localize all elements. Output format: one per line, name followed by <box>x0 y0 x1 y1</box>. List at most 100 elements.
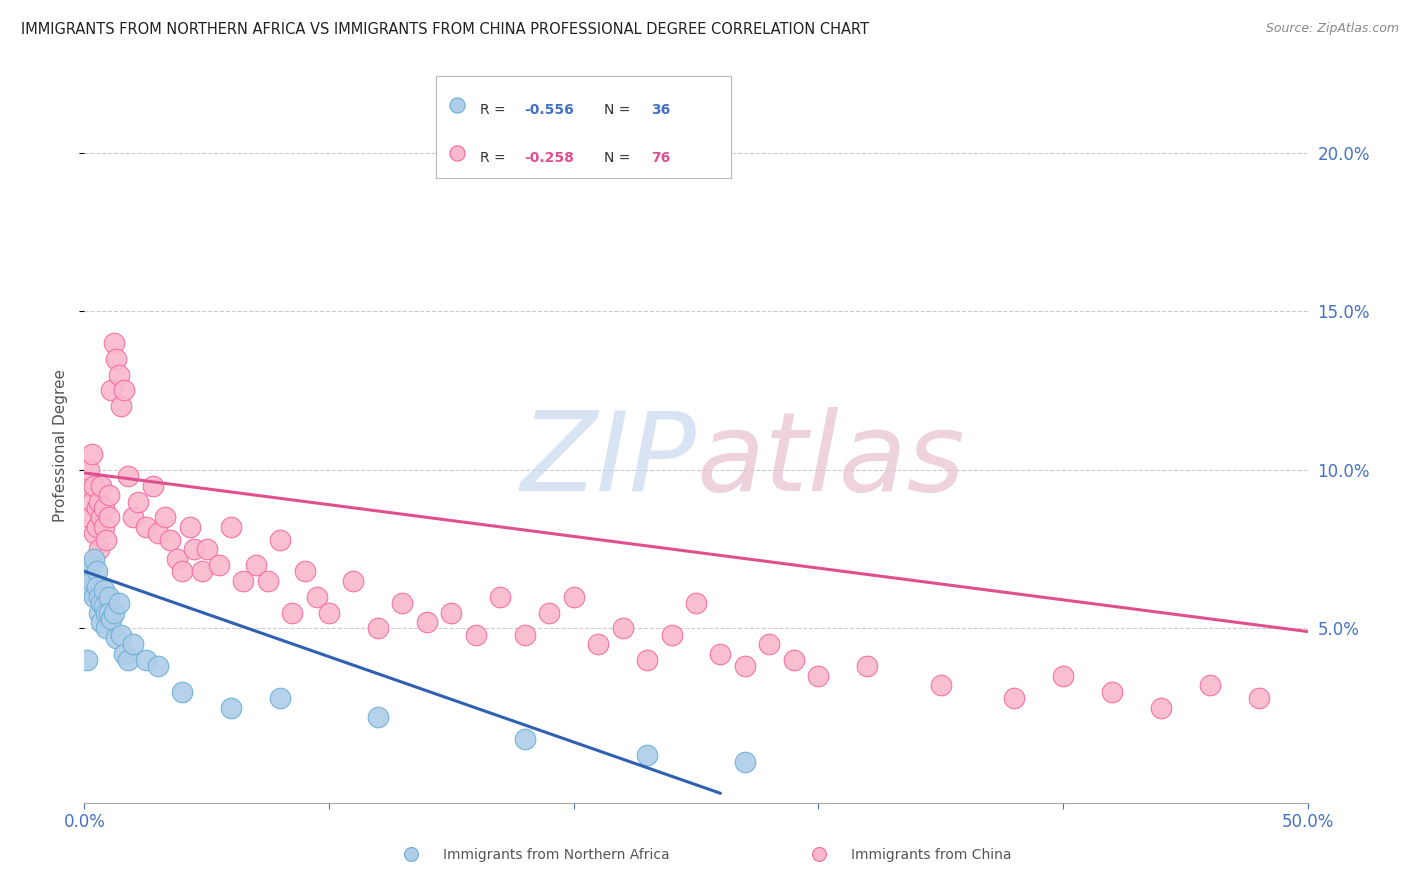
Text: N =: N = <box>605 103 636 117</box>
Point <box>93 599 115 614</box>
Point <box>636 653 658 667</box>
Text: -0.556: -0.556 <box>524 103 574 117</box>
Point <box>122 510 145 524</box>
Text: N =: N = <box>605 151 636 165</box>
Point <box>107 368 129 382</box>
Point <box>179 520 201 534</box>
Point <box>929 678 952 692</box>
Point <box>96 533 118 547</box>
Point <box>367 710 389 724</box>
Point <box>90 615 112 629</box>
Point <box>83 478 105 492</box>
Point <box>103 606 125 620</box>
Point <box>76 653 98 667</box>
Point <box>245 558 267 572</box>
Y-axis label: Professional Degree: Professional Degree <box>53 369 69 523</box>
Point <box>110 628 132 642</box>
Point <box>783 653 806 667</box>
Point <box>685 596 707 610</box>
Point <box>146 526 169 541</box>
Text: Immigrants from Northern Africa: Immigrants from Northern Africa <box>443 847 669 862</box>
Point <box>538 606 561 620</box>
Point <box>661 628 683 642</box>
Point <box>87 606 110 620</box>
Point <box>80 558 103 572</box>
Point <box>562 590 585 604</box>
Point <box>856 659 879 673</box>
Point <box>464 628 486 642</box>
Point <box>183 542 205 557</box>
Point <box>86 580 108 594</box>
Point <box>269 533 291 547</box>
Point <box>758 637 780 651</box>
Point <box>97 606 120 620</box>
Point <box>80 574 103 588</box>
Point <box>807 669 830 683</box>
Point <box>103 335 125 350</box>
Point <box>219 520 242 534</box>
Point <box>93 583 115 598</box>
Point <box>153 510 176 524</box>
Point <box>513 628 536 642</box>
Point <box>93 520 115 534</box>
Point <box>87 590 110 604</box>
Point <box>100 384 122 398</box>
Point <box>90 478 112 492</box>
Point <box>191 564 214 578</box>
Point <box>401 847 423 862</box>
Point <box>135 653 157 667</box>
Point <box>90 510 112 524</box>
Point <box>513 732 536 747</box>
Point <box>391 596 413 610</box>
Point <box>96 606 118 620</box>
Text: 36: 36 <box>651 103 671 117</box>
Point <box>489 590 512 604</box>
Text: Immigrants from China: Immigrants from China <box>851 847 1011 862</box>
Point <box>1101 685 1123 699</box>
Text: 76: 76 <box>651 151 671 165</box>
Point <box>219 700 242 714</box>
Point <box>446 145 468 160</box>
Point <box>294 564 316 578</box>
Point <box>269 691 291 706</box>
Point <box>122 637 145 651</box>
Point <box>1198 678 1220 692</box>
Point <box>90 596 112 610</box>
Text: R =: R = <box>481 103 510 117</box>
Text: R =: R = <box>481 151 510 165</box>
Point <box>96 621 118 635</box>
Point <box>93 500 115 515</box>
Point <box>166 551 188 566</box>
Text: atlas: atlas <box>696 407 965 514</box>
Point <box>1247 691 1270 706</box>
Point <box>97 510 120 524</box>
Point <box>112 647 135 661</box>
Point <box>440 606 463 620</box>
Point <box>83 590 105 604</box>
Point <box>586 637 609 651</box>
Point <box>117 469 139 483</box>
Point <box>97 488 120 502</box>
Point <box>318 606 340 620</box>
Point <box>127 494 149 508</box>
Text: -0.258: -0.258 <box>524 151 574 165</box>
Point <box>208 558 231 572</box>
Point <box>281 606 304 620</box>
Point <box>77 463 100 477</box>
Point <box>142 478 165 492</box>
Point <box>76 478 98 492</box>
Point <box>146 659 169 673</box>
Point <box>172 564 194 578</box>
Point <box>636 748 658 763</box>
Point <box>159 533 181 547</box>
Point <box>112 384 135 398</box>
Point <box>734 659 756 673</box>
Point <box>1002 691 1025 706</box>
Point <box>100 612 122 626</box>
Point <box>257 574 280 588</box>
Point <box>367 621 389 635</box>
Point <box>416 615 439 629</box>
Point <box>734 755 756 769</box>
Point <box>172 685 194 699</box>
Point <box>77 564 100 578</box>
